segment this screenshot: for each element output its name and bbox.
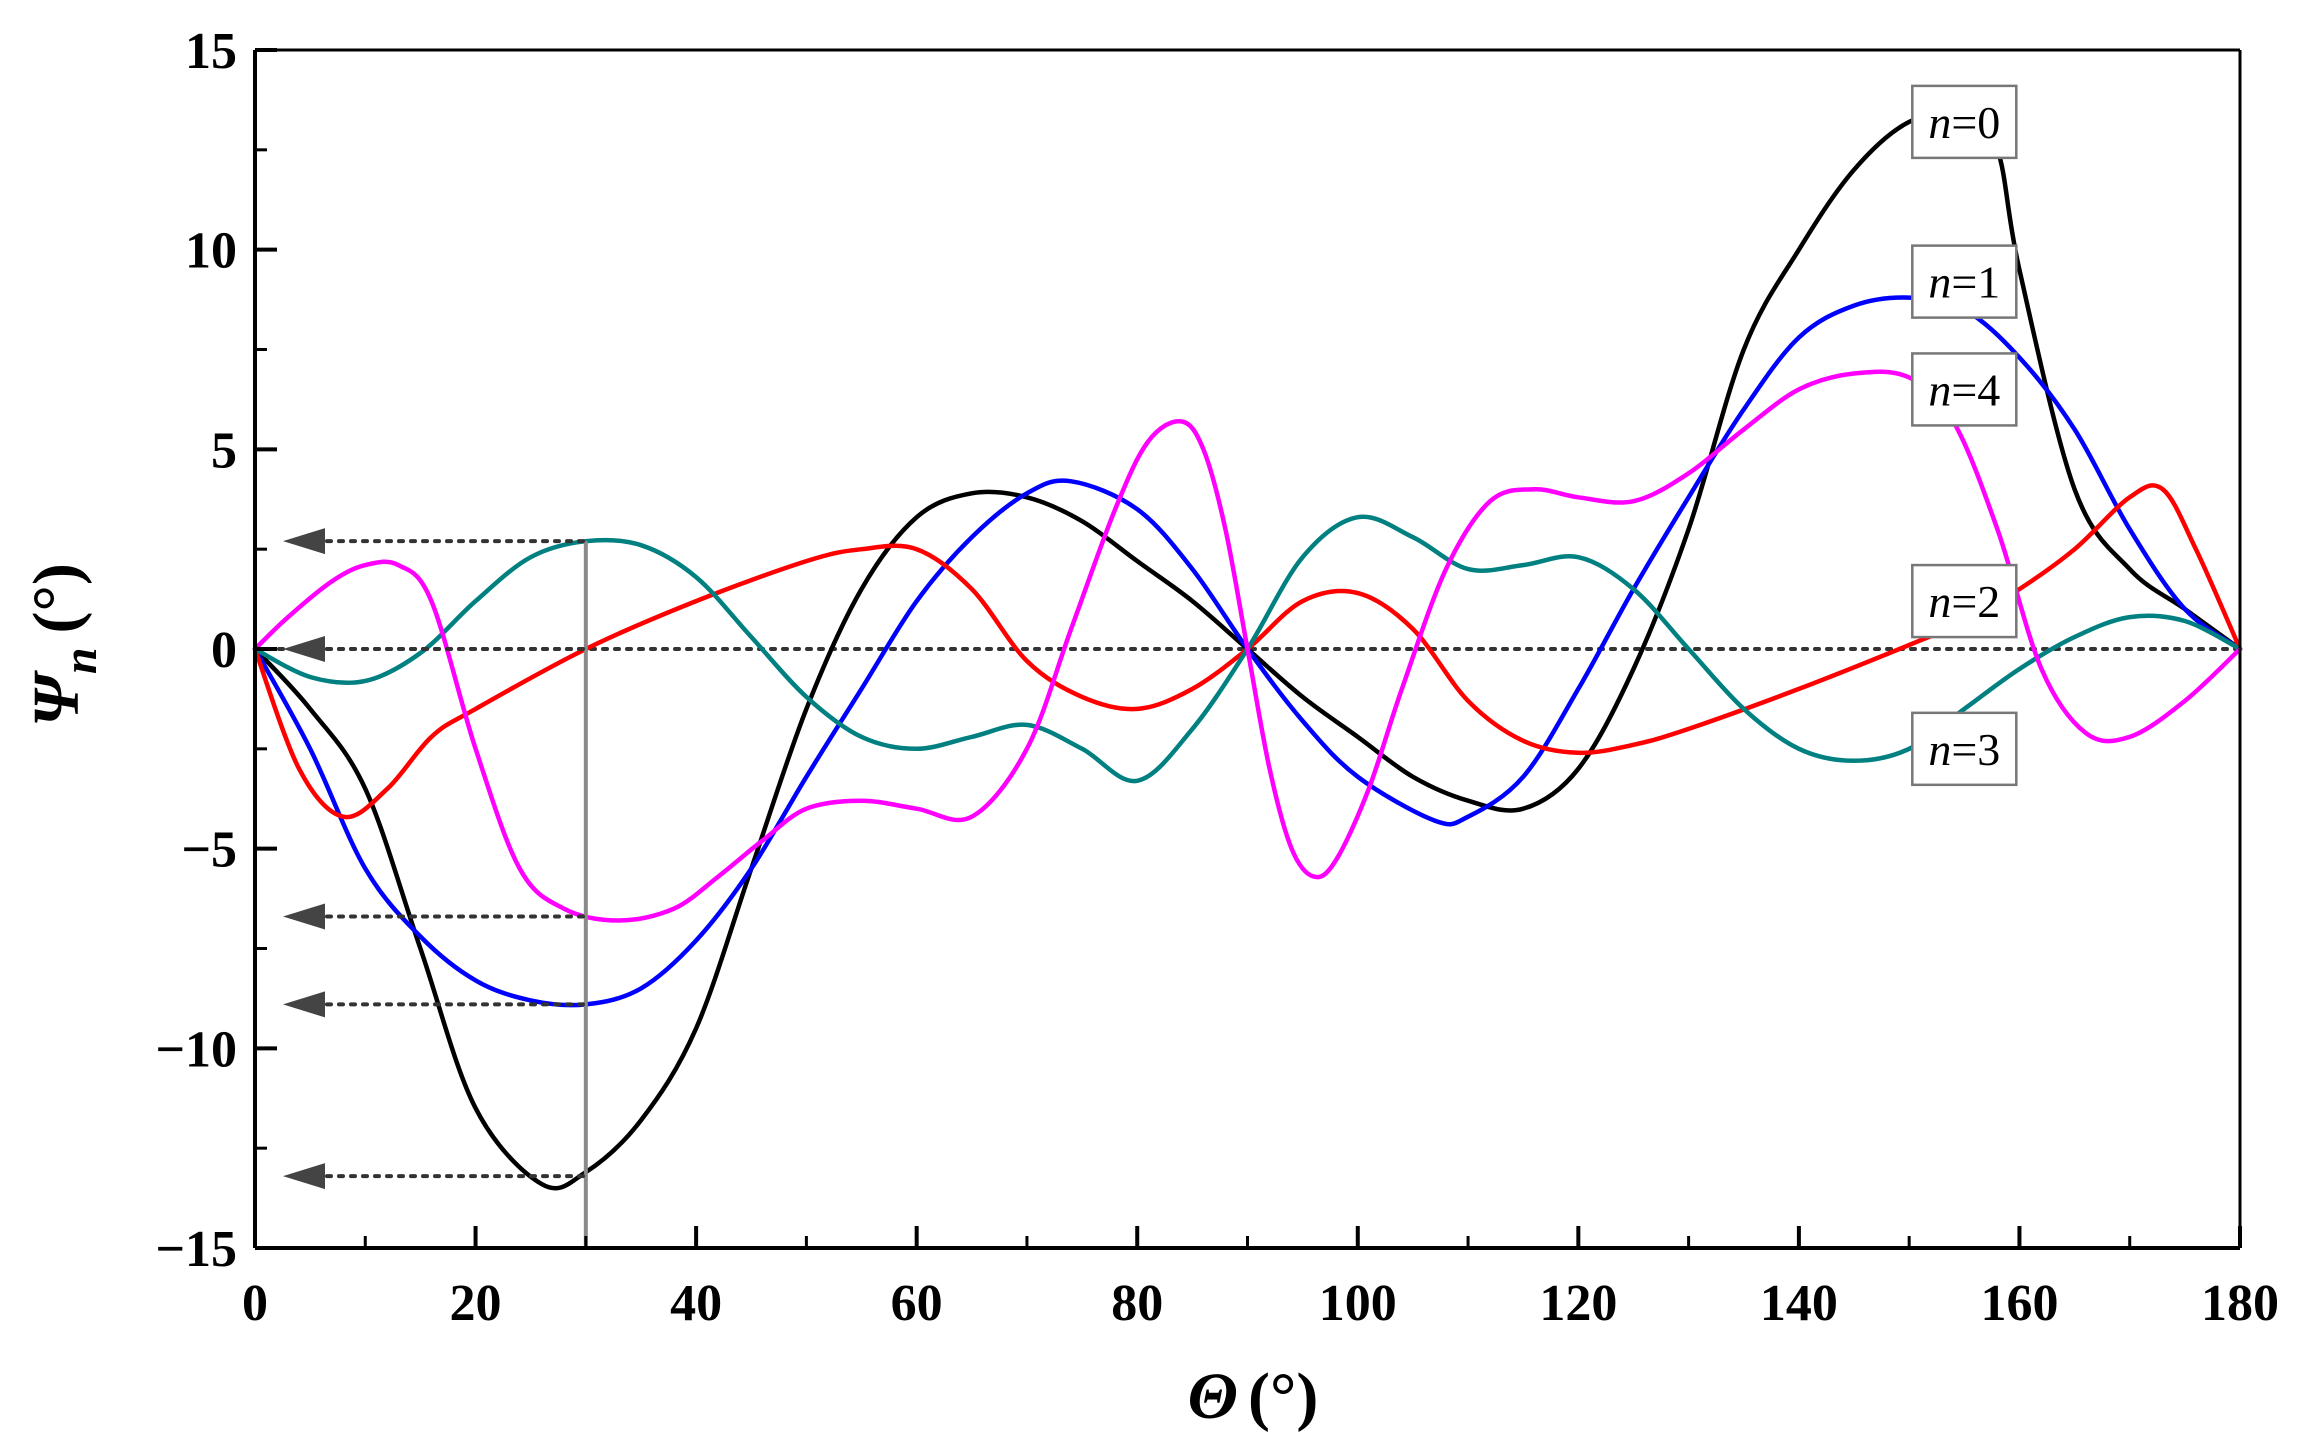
x-tick-label: 0 bbox=[242, 1275, 268, 1332]
y-tick-label: −5 bbox=[181, 822, 237, 879]
x-tick-label: 80 bbox=[1111, 1275, 1163, 1332]
series-label-var: n bbox=[1928, 364, 1951, 415]
series-label-n1: n=1 bbox=[1911, 244, 2018, 319]
series-label-text: n=2 bbox=[1928, 576, 2000, 627]
x-tick-label: 40 bbox=[670, 1275, 722, 1332]
y-axis-unit: (°) bbox=[20, 563, 93, 633]
arrow-head-0 bbox=[283, 528, 325, 555]
y-tick-label: −10 bbox=[155, 1021, 237, 1078]
series-label-n3: n=3 bbox=[1911, 711, 2018, 787]
series-label-box bbox=[1911, 352, 2018, 427]
series-label-val: =4 bbox=[1951, 364, 2000, 415]
series-label-n2: n=2 bbox=[1911, 563, 2018, 639]
annotation-layer: n=0n=1n=4n=2n=3 bbox=[1911, 84, 2018, 787]
series-label-box bbox=[1911, 244, 2018, 319]
series-label-box bbox=[1911, 711, 2018, 787]
arrow-head-2 bbox=[283, 903, 325, 930]
y-tick-label: 15 bbox=[185, 23, 237, 80]
x-axis-symbol: Θ bbox=[1188, 1360, 1238, 1433]
x-tick-label: 160 bbox=[1980, 1275, 2058, 1332]
series-line-n4 bbox=[252, 369, 2243, 923]
y-tick-label: 5 bbox=[211, 422, 237, 479]
x-axis-title: Θ (°) bbox=[1188, 1360, 1319, 1433]
ticks-layer: 0 20 40 60 80 100 120 140 160 180 −15 −10 −5 0 5 10 15 bbox=[155, 23, 2279, 1332]
series-label-var: n bbox=[1928, 576, 1951, 627]
series-label-text: n=1 bbox=[1928, 257, 2000, 308]
arrow-head-1 bbox=[283, 636, 325, 662]
series-label-var: n bbox=[1928, 97, 1951, 148]
x-tick-label: 120 bbox=[1539, 1275, 1617, 1332]
series-label-n4: n=4 bbox=[1911, 352, 2018, 427]
arrow-head-4 bbox=[283, 1163, 325, 1190]
marker-layer bbox=[283, 528, 588, 1248]
y-tick-label: 10 bbox=[185, 223, 237, 280]
series-label-text: n=0 bbox=[1928, 97, 2000, 148]
series-label-var: n bbox=[1928, 724, 1951, 775]
x-tick-label: 100 bbox=[1319, 1275, 1397, 1332]
x-tick-label: 20 bbox=[450, 1275, 502, 1332]
x-tick-label: 60 bbox=[891, 1275, 943, 1332]
y-axis-subscript: n bbox=[54, 647, 107, 674]
series-label-box bbox=[1911, 563, 2018, 639]
series-label-val: =0 bbox=[1951, 97, 2000, 148]
series-label-val: =3 bbox=[1951, 724, 2000, 775]
series-label-val: =1 bbox=[1951, 257, 2000, 308]
series-label-n0: n=0 bbox=[1911, 84, 2018, 160]
series-label-text: n=4 bbox=[1928, 364, 2000, 415]
arrow-head-3 bbox=[283, 991, 325, 1018]
x-tick-label: 180 bbox=[2201, 1275, 2279, 1332]
x-axis-unit: (°) bbox=[1248, 1360, 1318, 1433]
y-tick-label: −15 bbox=[155, 1221, 237, 1278]
series-label-var: n bbox=[1928, 257, 1951, 308]
series-label-val: =2 bbox=[1951, 576, 2000, 627]
series-label-box bbox=[1911, 84, 2018, 160]
y-axis-title: Ψn (°) bbox=[20, 563, 107, 727]
series-label-text: n=3 bbox=[1928, 724, 2000, 775]
x-tick-label: 140 bbox=[1760, 1275, 1838, 1332]
y-axis-symbol: Ψ bbox=[20, 670, 93, 727]
y-tick-label: 0 bbox=[211, 622, 237, 679]
